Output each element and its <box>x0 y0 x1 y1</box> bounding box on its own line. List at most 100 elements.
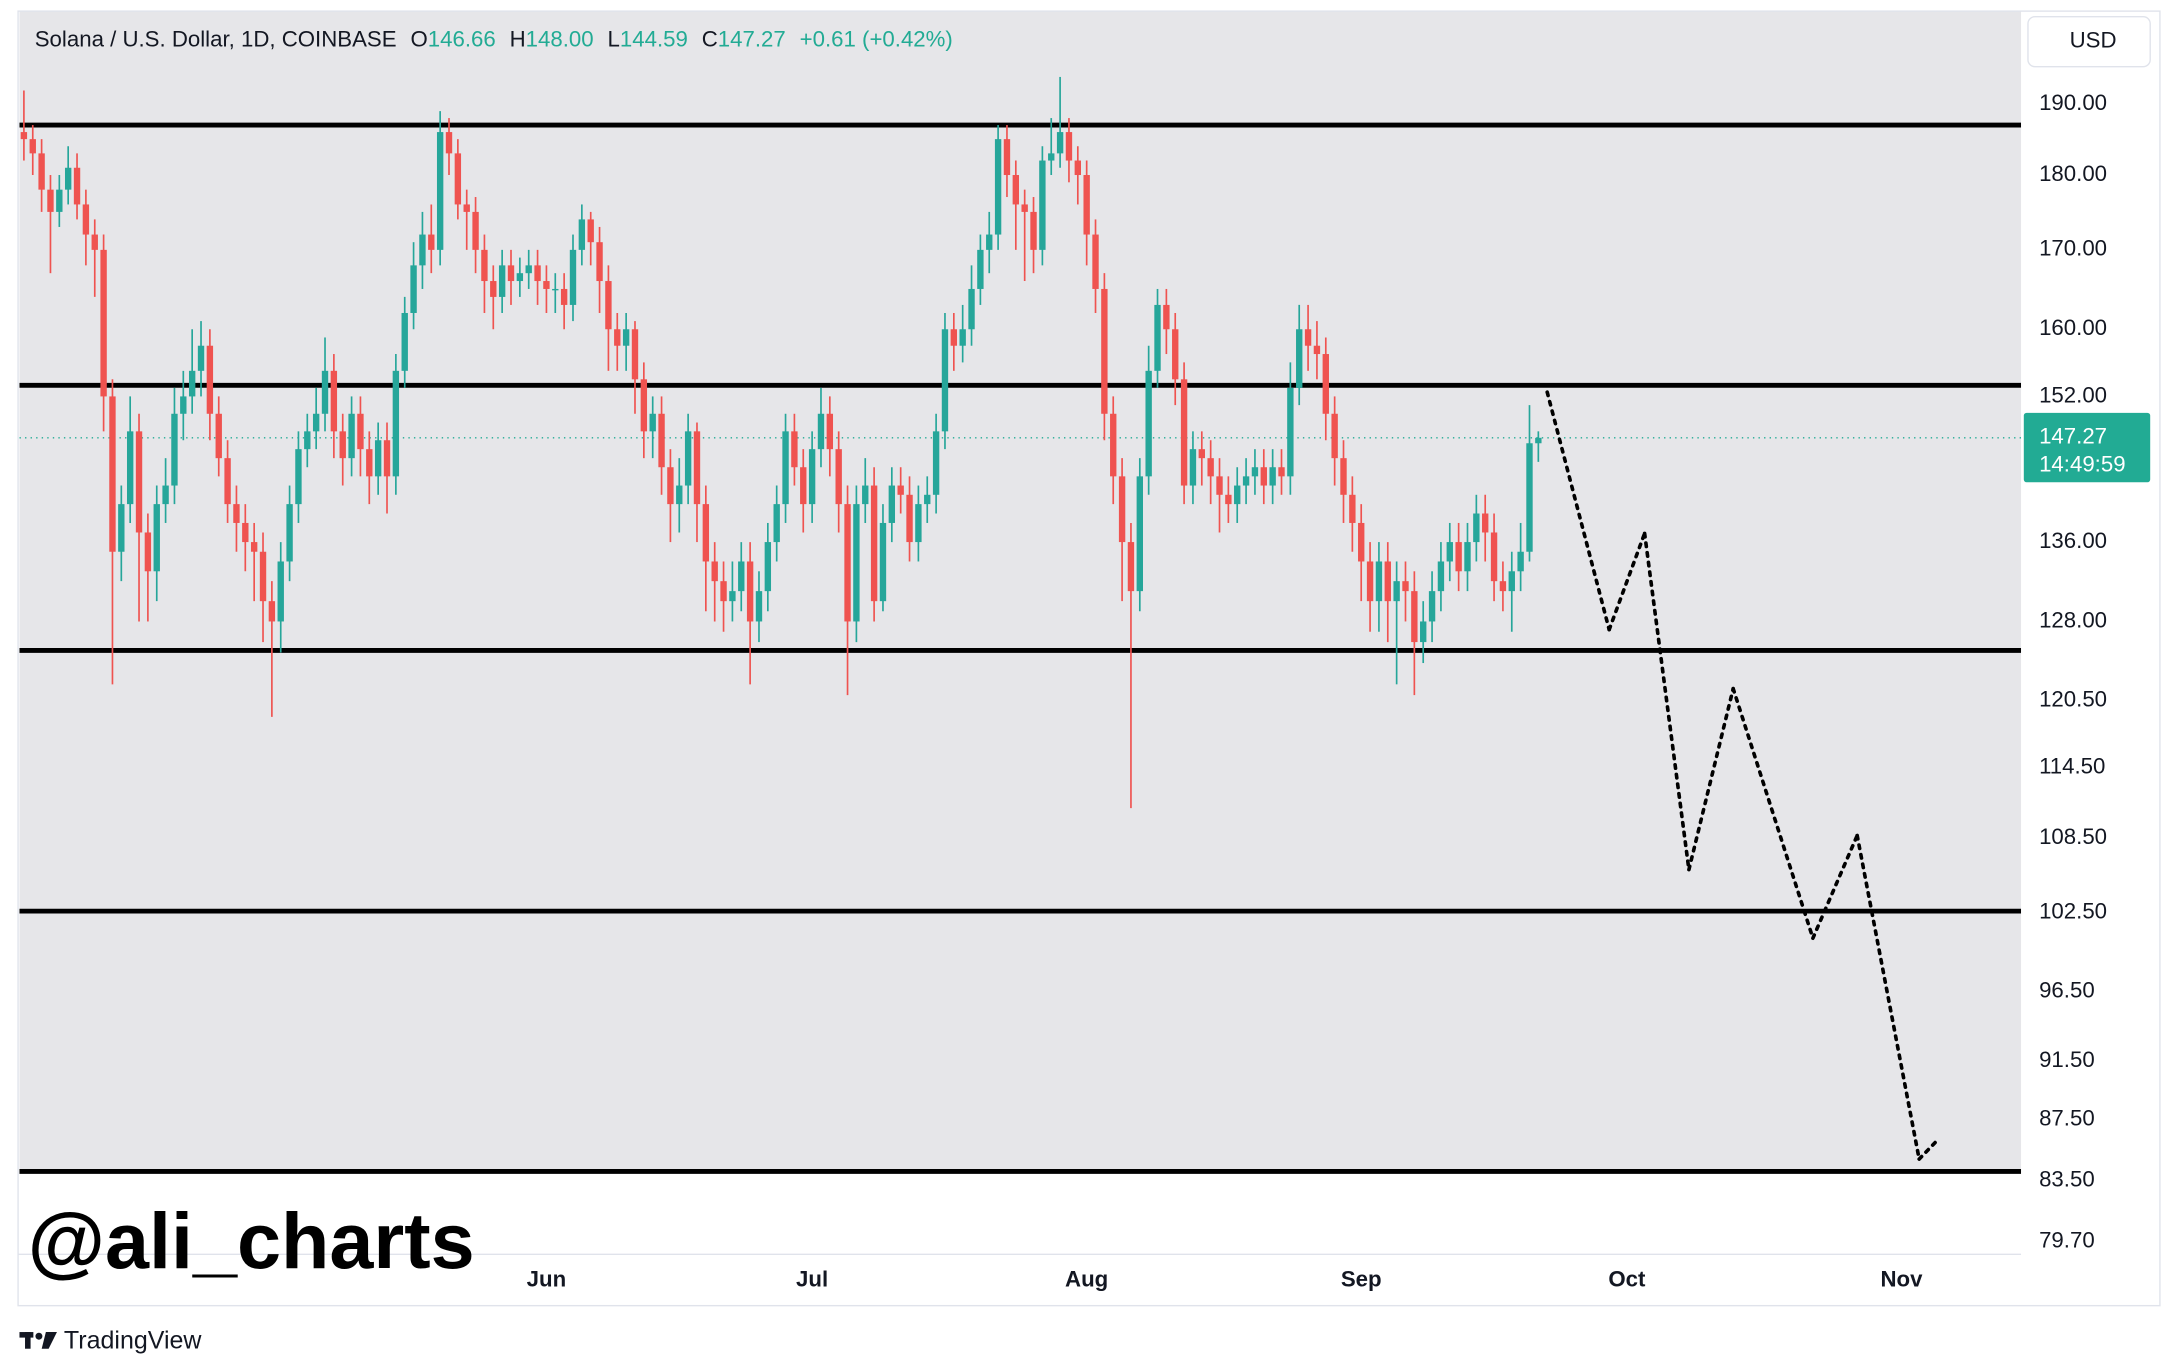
candle-body <box>720 581 727 602</box>
candle-body <box>1101 288 1108 414</box>
x-tick-label: Jun <box>527 1267 567 1292</box>
candle-body <box>684 431 692 486</box>
candle-body <box>746 561 754 622</box>
change-value: +0.61 (+0.42%) <box>800 26 953 51</box>
candle-body <box>206 345 214 414</box>
candle-body <box>1366 561 1374 602</box>
candle-body <box>1526 443 1533 552</box>
candle-body <box>1535 437 1542 444</box>
projection-segment <box>1855 833 1921 1161</box>
candle-body <box>268 601 276 622</box>
brand-logo <box>19 1332 57 1349</box>
y-tick-label: 180.00 <box>2039 161 2107 186</box>
candle-body <box>82 204 90 235</box>
candle-body <box>1411 591 1418 643</box>
low-value: 144.59 <box>620 26 688 51</box>
candle-body <box>100 249 107 397</box>
candle-body <box>295 449 302 505</box>
candle-body <box>1198 449 1205 459</box>
candle-body <box>800 467 807 505</box>
candle-body <box>1260 467 1267 486</box>
candle-body <box>977 249 984 289</box>
candle-body <box>924 494 931 505</box>
candle-body <box>1030 211 1037 250</box>
candle-body <box>1287 387 1294 477</box>
projection-segment <box>1731 686 1815 941</box>
candle-body <box>1402 581 1409 592</box>
high-label: H <box>510 26 526 51</box>
currency-button[interactable] <box>2027 15 2151 68</box>
candle-body <box>73 167 81 205</box>
candle-body <box>1225 494 1232 505</box>
candle-body <box>1384 561 1391 602</box>
candle-body <box>614 329 621 346</box>
candle-body <box>596 242 603 282</box>
candle-body <box>658 413 665 468</box>
brand-name: TradingView <box>64 1326 203 1354</box>
candle-body <box>1517 551 1524 572</box>
candle-body <box>543 281 550 289</box>
y-tick-label: 83.50 <box>2039 1167 2095 1192</box>
candle-body <box>188 370 196 397</box>
candle-body <box>1189 449 1197 486</box>
watermark: @ali_charts <box>28 1196 475 1285</box>
candle-body <box>1393 581 1400 602</box>
candle-body <box>1145 370 1152 477</box>
candle-body <box>870 485 878 602</box>
candle-body <box>738 561 745 592</box>
candle-body <box>1349 494 1356 523</box>
close-value: 147.27 <box>718 26 786 51</box>
candle-body <box>259 551 267 602</box>
candle-body <box>304 431 311 450</box>
candle-body <box>312 413 320 432</box>
y-tick-label: 152.00 <box>2039 382 2107 407</box>
candle-body <box>1216 476 1223 495</box>
x-tick-label: Jul <box>796 1267 828 1292</box>
high-value: 148.00 <box>526 26 594 51</box>
candle-body <box>144 532 152 572</box>
candle-body <box>516 273 524 282</box>
candle-body <box>915 504 922 543</box>
low-label: L <box>608 26 620 51</box>
candle-body <box>490 281 497 297</box>
candle-body <box>1003 139 1011 176</box>
y-tick-label: 128.00 <box>2039 607 2107 632</box>
candle-body <box>968 288 975 330</box>
candle-body <box>366 449 373 477</box>
candle-body <box>242 522 249 543</box>
projection-segment <box>1917 1138 1939 1161</box>
candle-body <box>224 458 231 505</box>
candle-body <box>1207 458 1214 477</box>
candle-body <box>392 370 400 477</box>
y-tick-label: 96.50 <box>2039 977 2095 1002</box>
candle-body <box>631 329 639 380</box>
candle-body <box>1083 175 1090 235</box>
candle-body <box>667 467 674 505</box>
candle-body <box>1118 476 1126 543</box>
candle-body <box>64 167 72 190</box>
candle-body <box>401 312 408 371</box>
candle-body <box>339 431 346 459</box>
candle-body <box>1304 329 1312 346</box>
candle-body <box>29 139 36 154</box>
candle-body <box>197 345 205 371</box>
candle-body <box>1490 532 1498 582</box>
candle-body <box>1322 354 1329 414</box>
candle-body <box>764 542 772 592</box>
candle-body <box>171 413 178 486</box>
y-tick-label: 160.00 <box>2039 315 2107 340</box>
projection-segment <box>1642 531 1691 872</box>
candle-body <box>676 485 683 505</box>
candle-body <box>605 281 612 330</box>
candle-body <box>888 485 896 523</box>
candle-body <box>1242 476 1250 486</box>
projection-segment <box>1811 833 1859 941</box>
candle-body <box>481 249 488 282</box>
candle-body <box>1464 542 1471 572</box>
candle-body <box>1048 153 1055 161</box>
candle-body <box>162 485 169 505</box>
candle-body <box>428 234 435 250</box>
range-background <box>19 11 2022 1172</box>
candle-body <box>1234 485 1241 505</box>
candle-body <box>1508 571 1515 592</box>
